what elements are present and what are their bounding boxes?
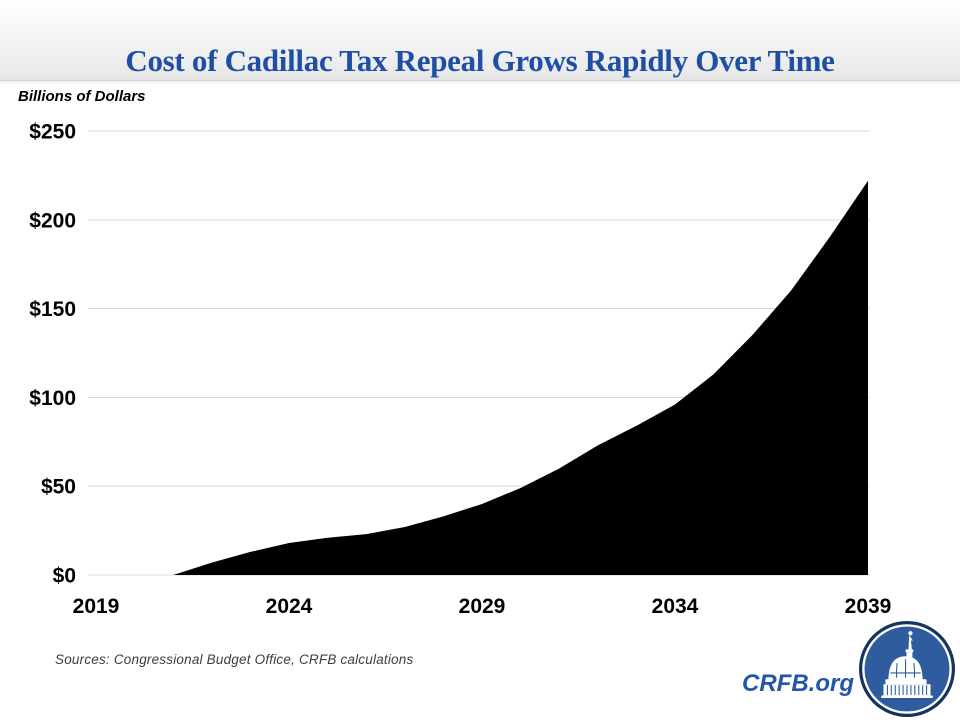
x-tick-label: 2034 <box>652 595 699 618</box>
y-tick-label: $0 <box>53 565 76 588</box>
x-tick-label: 2039 <box>845 595 892 618</box>
y-axis-unit-label: Billions of Dollars <box>18 88 146 105</box>
x-tick-label: 2019 <box>73 595 120 618</box>
sources-note: Sources: Congressional Budget Office, CR… <box>55 652 414 667</box>
x-tick-label: 2029 <box>459 595 506 618</box>
x-tick-label: 2024 <box>266 595 313 618</box>
chart-title: Cost of Cadillac Tax Repeal Grows Rapidl… <box>125 43 835 78</box>
y-tick-label: $100 <box>29 387 76 410</box>
y-tick-label: $250 <box>29 121 76 144</box>
crfb-site-label: CRFB.org <box>742 670 854 697</box>
cost-area-series <box>96 180 868 575</box>
y-tick-label: $50 <box>41 476 76 499</box>
crfb-capitol-logo-icon <box>858 620 956 718</box>
title-bar: Cost of Cadillac Tax Repeal Grows Rapidl… <box>0 0 960 81</box>
y-tick-label: $200 <box>29 209 76 232</box>
capitol-column-lines <box>886 659 928 695</box>
y-tick-label: $150 <box>29 298 76 321</box>
